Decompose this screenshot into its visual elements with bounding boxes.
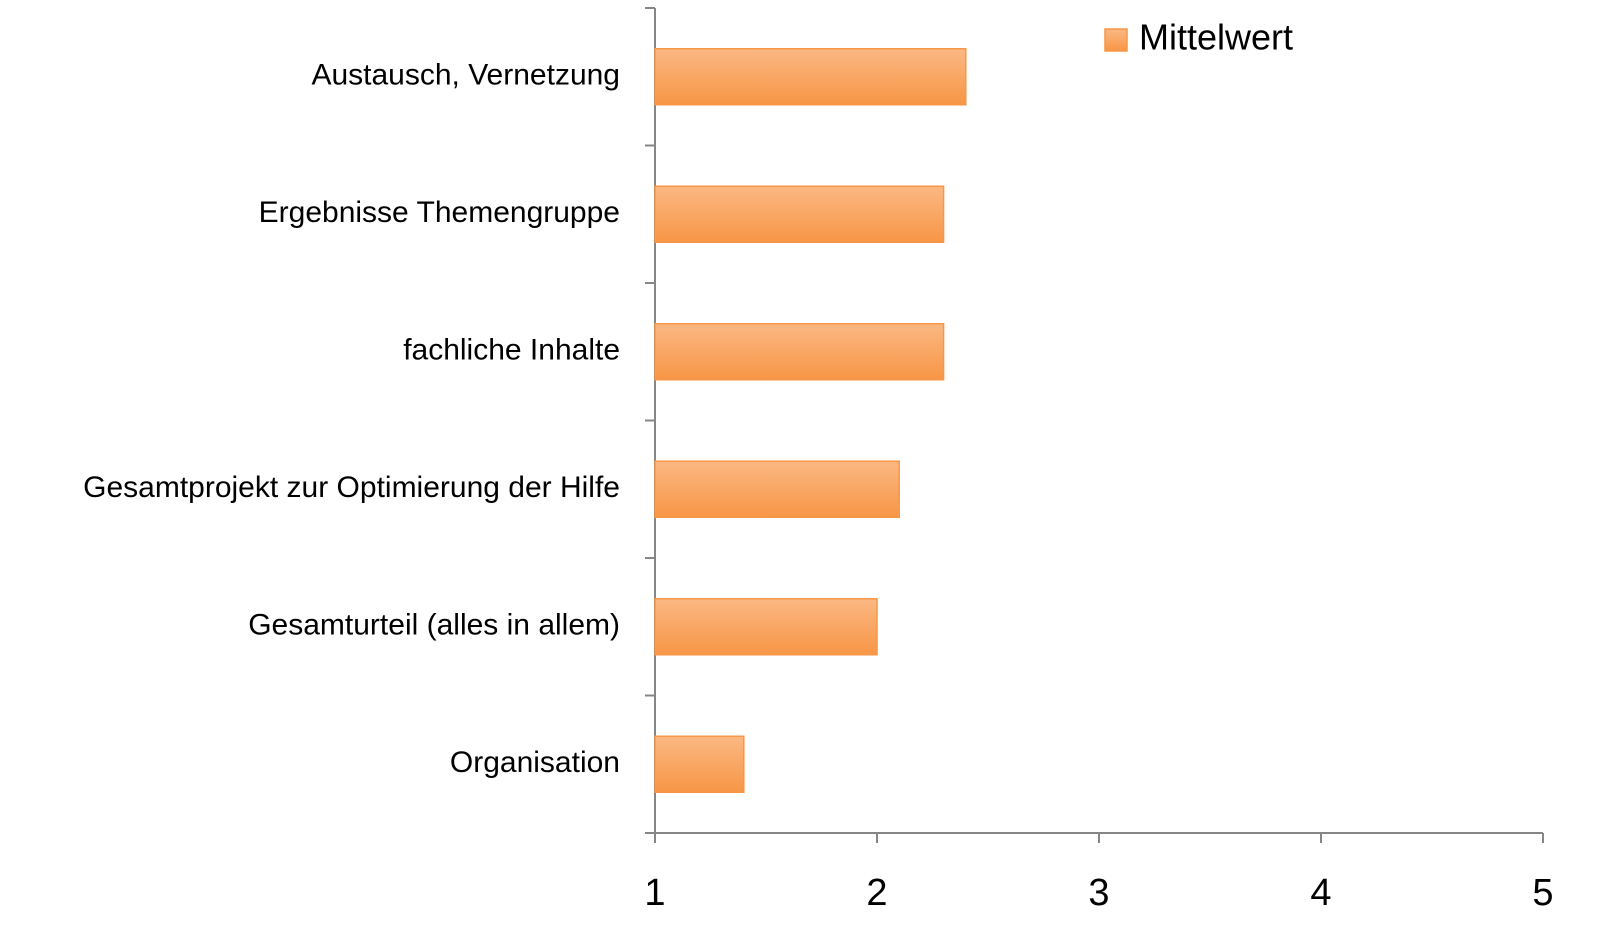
bar — [654, 323, 945, 381]
x-tick-label: 4 — [1310, 872, 1331, 914]
bar — [654, 460, 900, 518]
x-tick-label: 1 — [644, 872, 665, 914]
category-label: Organisation — [450, 746, 620, 779]
category-label: Austausch, Vernetzung — [311, 59, 620, 92]
bar — [654, 48, 967, 106]
x-tick-label: 5 — [1532, 872, 1553, 914]
category-label: Ergebnisse Themengruppe — [259, 196, 620, 229]
legend-swatch — [1104, 28, 1128, 52]
category-label: fachliche Inhalte — [403, 334, 620, 367]
bar — [654, 735, 745, 793]
x-tick-label: 2 — [866, 872, 887, 914]
legend-label: Mittelwert — [1139, 17, 1293, 58]
category-label: Gesamturteil (alles in allem) — [248, 609, 620, 642]
bar — [654, 598, 878, 656]
bar — [654, 185, 945, 243]
x-tick-label: 3 — [1088, 872, 1109, 914]
category-label: Gesamtprojekt zur Optimierung der Hilfe — [83, 471, 620, 504]
